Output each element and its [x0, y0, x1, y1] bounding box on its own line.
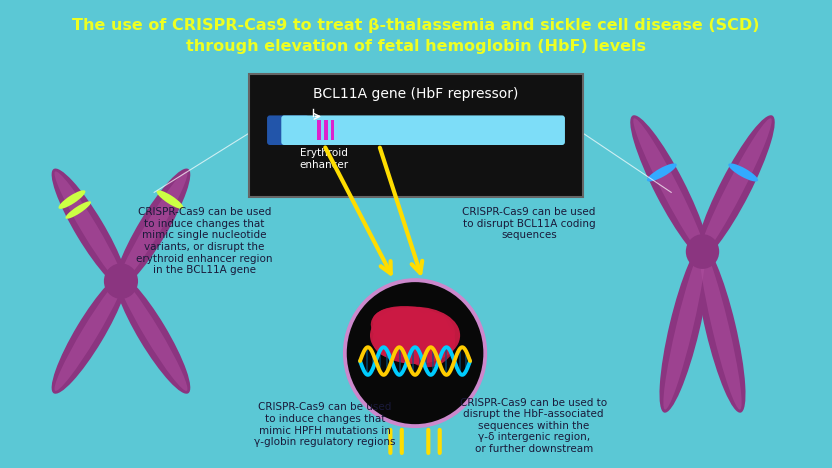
Text: through elevation of fetal hemoglobin (HbF) levels: through elevation of fetal hemoglobin (H…	[186, 39, 646, 54]
FancyBboxPatch shape	[281, 116, 565, 145]
Ellipse shape	[660, 242, 710, 413]
Ellipse shape	[696, 115, 775, 260]
Ellipse shape	[696, 242, 745, 413]
Ellipse shape	[404, 319, 455, 367]
Circle shape	[347, 282, 483, 424]
Ellipse shape	[647, 163, 676, 182]
Ellipse shape	[104, 263, 138, 299]
Text: CRISPR-Cas9 can be used
to induce changes that
mimic HPFH mutations in
γ-globin : CRISPR-Cas9 can be used to induce change…	[255, 402, 396, 447]
Ellipse shape	[686, 234, 719, 269]
Ellipse shape	[54, 276, 125, 391]
Ellipse shape	[700, 245, 741, 410]
Bar	[330, 120, 334, 140]
Ellipse shape	[663, 245, 706, 410]
Ellipse shape	[370, 307, 460, 364]
Text: CRISPR-Cas9 can be used to
disrupt the HbF-associated
sequences within the
γ-δ i: CRISPR-Cas9 can be used to disrupt the H…	[460, 397, 607, 454]
Text: Erythroid
enhancer: Erythroid enhancer	[300, 148, 349, 169]
Ellipse shape	[115, 273, 191, 394]
Text: CRISPR-Cas9 can be used
to induce changes that
mimic single nucleotide
variants,: CRISPR-Cas9 can be used to induce change…	[136, 207, 273, 275]
Ellipse shape	[54, 171, 125, 286]
Ellipse shape	[66, 201, 91, 219]
Ellipse shape	[117, 276, 187, 391]
Ellipse shape	[373, 306, 448, 341]
Ellipse shape	[52, 273, 127, 394]
Ellipse shape	[156, 190, 183, 209]
Text: BCL11A gene (HbF repressor): BCL11A gene (HbF repressor)	[314, 87, 518, 101]
Ellipse shape	[371, 307, 437, 350]
Ellipse shape	[115, 168, 191, 289]
Bar	[317, 120, 321, 140]
FancyBboxPatch shape	[267, 116, 309, 145]
Ellipse shape	[631, 115, 709, 260]
Bar	[324, 120, 328, 140]
Ellipse shape	[413, 312, 455, 351]
Ellipse shape	[117, 171, 187, 286]
Ellipse shape	[58, 190, 86, 209]
FancyBboxPatch shape	[249, 74, 583, 197]
Ellipse shape	[728, 163, 758, 182]
Ellipse shape	[699, 118, 772, 257]
Text: The use of CRISPR-Cas9 to treat β-thalassemia and sickle cell disease (SCD): The use of CRISPR-Cas9 to treat β-thalas…	[72, 18, 760, 33]
Text: CRISPR-Cas9 can be used
to disrupt BCL11A coding
sequences: CRISPR-Cas9 can be used to disrupt BCL11…	[463, 207, 596, 241]
Circle shape	[343, 278, 488, 428]
Ellipse shape	[633, 118, 706, 257]
Ellipse shape	[373, 318, 419, 358]
Ellipse shape	[52, 168, 127, 289]
